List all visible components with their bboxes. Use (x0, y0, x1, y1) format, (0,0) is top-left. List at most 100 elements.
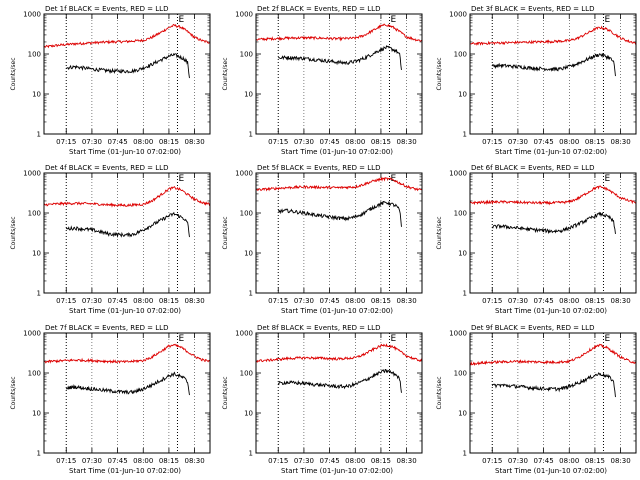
panel-title: Det 4f BLACK = Events, RED = LLD (45, 164, 168, 172)
x-tick-label: 08:00 (345, 297, 365, 305)
x-tick-label: 07:15 (268, 297, 288, 305)
y-tick-label: 1000 (23, 11, 41, 19)
y-tick-label: 1000 (449, 170, 467, 178)
panel-det-6: Det 6f BLACK = Events, RED = LLD Counts/s… (436, 164, 637, 315)
panel-title: Det 8f BLACK = Events, RED = LLD (257, 324, 380, 332)
x-tick-label: 08:30 (397, 138, 417, 146)
y-tick-label: 10 (244, 410, 253, 418)
lld-series-line (469, 25, 637, 46)
x-axis-label: Start Time (01-Jun-10 07:02:00) (495, 467, 607, 475)
events-series-line (65, 52, 190, 79)
lld-series-line (43, 343, 211, 364)
y-tick-label: 10 (32, 91, 41, 99)
plot-frame (469, 13, 637, 135)
x-axis-label: Start Time (01-Jun-10 07:02:00) (69, 467, 181, 475)
events-series-line (65, 211, 190, 239)
events-series-line (278, 44, 402, 70)
y-tick-label: 1 (37, 131, 41, 139)
y-tick-label: 1 (249, 290, 253, 298)
panel-title: Det 9f BLACK = Events, RED = LLD (471, 324, 594, 332)
x-tick-label: 07:45 (319, 457, 339, 465)
y-tick-label: 1000 (449, 330, 467, 338)
x-tick-label: 07:45 (107, 457, 127, 465)
y-tick-label: 1000 (235, 11, 253, 19)
events-series-line (277, 200, 402, 227)
y-tick-label: 1000 (235, 170, 253, 178)
x-tick-label: 08:15 (585, 457, 605, 465)
y-axis-label: Counts/sec (222, 216, 229, 249)
y-tick-label: 100 (28, 51, 41, 59)
x-tick-label: 07:15 (482, 297, 502, 305)
x-tick-label: 07:45 (107, 297, 127, 305)
x-tick-label: 08:15 (371, 138, 391, 146)
panel-det-4: Det 4f BLACK = Events, RED = LLD Counts/s… (10, 164, 211, 315)
x-tick-label: 08:30 (397, 297, 417, 305)
x-tick-label: 07:30 (82, 138, 102, 146)
x-tick-label: 08:00 (133, 297, 153, 305)
y-tick-label: 1 (249, 450, 253, 458)
event-marker-label: E (390, 174, 396, 184)
y-tick-label: 10 (32, 250, 41, 258)
y-axis-label: Counts/sec (10, 376, 17, 409)
x-tick-label: 08:00 (345, 138, 365, 146)
x-tick-label: 08:15 (371, 297, 391, 305)
y-axis-label: Counts/sec (222, 57, 229, 90)
y-axis-label: Counts/sec (436, 216, 443, 249)
x-tick-label: 07:30 (294, 138, 314, 146)
y-tick-label: 1000 (235, 330, 253, 338)
x-tick-label: 08:00 (345, 457, 365, 465)
plot-frame (255, 13, 423, 135)
y-tick-label: 100 (454, 370, 467, 378)
x-tick-label: 07:15 (56, 297, 76, 305)
y-tick-label: 100 (454, 210, 467, 218)
panel-det-7: Det 7f BLACK = Events, RED = LLD Counts/s… (10, 324, 211, 475)
event-marker-label: E (178, 15, 184, 25)
lld-series-line (255, 343, 423, 363)
x-tick-label: 07:45 (533, 457, 553, 465)
y-tick-label: 1 (249, 131, 253, 139)
plot-frame (43, 332, 211, 454)
y-tick-label: 10 (458, 250, 467, 258)
x-tick-label: 08:30 (185, 457, 205, 465)
y-tick-label: 100 (28, 210, 41, 218)
lld-series-line (469, 343, 637, 366)
event-marker-label: E (604, 334, 610, 344)
y-tick-label: 10 (458, 91, 467, 99)
events-series-line (277, 368, 402, 393)
x-tick-label: 07:30 (294, 457, 314, 465)
x-tick-label: 07:15 (268, 457, 288, 465)
lld-series-line (43, 23, 211, 49)
y-tick-label: 100 (240, 51, 253, 59)
event-marker-label: E (604, 174, 610, 184)
y-tick-label: 1 (463, 450, 467, 458)
event-marker-label: E (390, 334, 396, 344)
panel-det-8: Det 8f BLACK = Events, RED = LLD Counts/s… (222, 324, 423, 475)
event-marker-label: E (390, 15, 396, 25)
x-tick-label: 08:15 (585, 297, 605, 305)
panel-title: Det 5f BLACK = Events, RED = LLD (257, 164, 380, 172)
plot-frame (469, 332, 637, 454)
y-tick-label: 1 (463, 290, 467, 298)
x-tick-label: 07:45 (319, 297, 339, 305)
y-tick-label: 1000 (23, 330, 41, 338)
x-tick-label: 07:45 (533, 297, 553, 305)
x-tick-label: 08:00 (559, 138, 579, 146)
panel-det-1: Det 1f BLACK = Events, RED = LLD Counts/s… (10, 5, 211, 156)
y-tick-label: 100 (240, 370, 253, 378)
x-tick-label: 07:30 (82, 297, 102, 305)
y-tick-label: 1 (37, 290, 41, 298)
x-tick-label: 08:15 (585, 138, 605, 146)
x-tick-label: 08:30 (397, 457, 417, 465)
lld-series-line (43, 186, 211, 208)
y-tick-label: 100 (454, 51, 467, 59)
x-tick-label: 08:30 (185, 138, 205, 146)
x-tick-label: 07:15 (482, 457, 502, 465)
x-tick-label: 08:00 (559, 457, 579, 465)
panel-title: Det 2f BLACK = Events, RED = LLD (257, 5, 380, 13)
x-axis-label: Start Time (01-Jun-10 07:02:00) (281, 148, 393, 156)
plot-frame (255, 332, 423, 454)
y-tick-label: 1 (37, 450, 41, 458)
y-tick-label: 10 (244, 250, 253, 258)
x-tick-label: 08:15 (159, 138, 179, 146)
